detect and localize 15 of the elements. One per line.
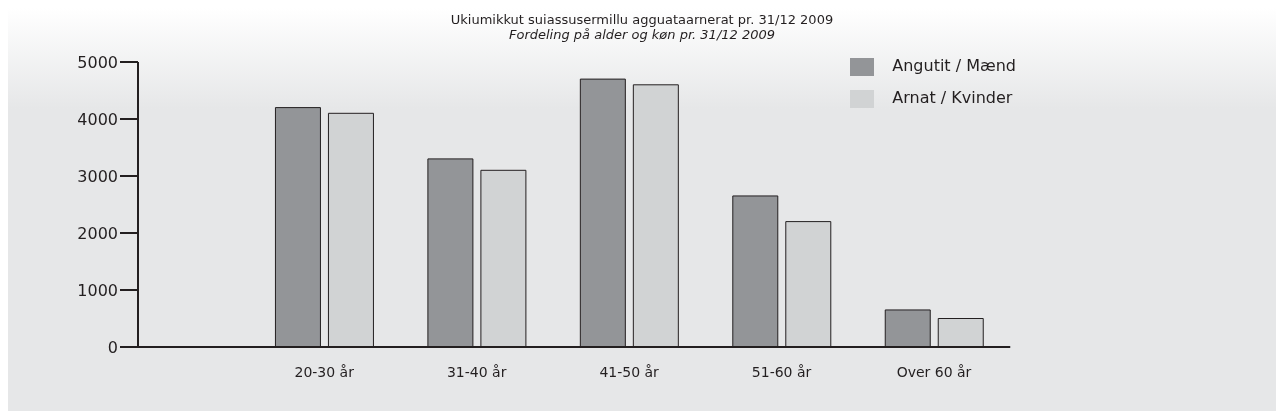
chart-subtitle: Fordeling på alder og køn pr. 31/12 2009 (507, 27, 777, 42)
chart-title: Ukiumikkut suiassusermillu agguataarnerat pr. 31/12 2009 (449, 11, 835, 27)
x-tick-label: 31-40 år (446, 363, 507, 380)
y-tick-label: 5000 (77, 52, 118, 72)
y-tick-label: 1000 (77, 280, 118, 300)
x-tick-label: Over 60 år (896, 363, 972, 380)
legend-label: Angutit / Mænd (892, 56, 1016, 75)
x-tick-label: 41-50 år (599, 363, 660, 380)
legend-label: Arnat / Kvinder (892, 88, 1013, 107)
y-tick-label: 4000 (77, 109, 118, 129)
y-tick-label: 0 (107, 337, 118, 357)
y-tick-label: 2000 (77, 223, 118, 243)
x-tick-label: 20-30 år (294, 363, 355, 380)
x-tick-label: 51-60 år (751, 363, 812, 380)
y-tick-label: 3000 (77, 166, 118, 186)
